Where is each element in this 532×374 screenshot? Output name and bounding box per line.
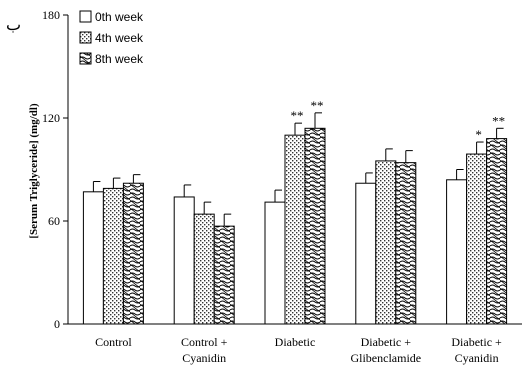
x-tick-label: Diabetic [275, 335, 316, 349]
legend-swatch [79, 52, 92, 65]
y-tick-label: 180 [42, 8, 60, 22]
legend: 0th week 4th week 8th week [79, 10, 144, 66]
bar [486, 138, 508, 325]
legend-label: 4th week [95, 31, 144, 45]
significance-marker: ** [291, 108, 304, 123]
bar [82, 191, 104, 325]
bar [122, 182, 144, 325]
legend-swatch [79, 10, 92, 23]
y-tick-label: 120 [42, 111, 60, 125]
bar [304, 127, 326, 325]
x-tick-labels: Control Control + Cyanidin Diabetic Diabetic… [95, 335, 502, 365]
significance-marker: ** [311, 98, 324, 113]
significance-marker: * [475, 127, 482, 142]
bar [284, 134, 306, 325]
legend-label: 0th week [95, 10, 144, 24]
legend-swatch [79, 31, 92, 44]
y-tick-label: 60 [48, 214, 60, 228]
x-tick-label: Diabetic + Glibenclamide [350, 335, 421, 365]
bar [173, 196, 195, 325]
bar [213, 225, 235, 325]
bars: ******* [82, 98, 508, 325]
x-tick-label: Control + Cyanidin [181, 335, 228, 365]
bar [395, 162, 417, 325]
bar [193, 213, 215, 325]
panel-label: ب [6, 17, 21, 34]
bar [264, 201, 286, 325]
significance-marker: ** [492, 113, 505, 128]
legend-label: 8th week [95, 52, 144, 66]
bar [375, 160, 397, 325]
bar [355, 182, 377, 325]
bar [446, 179, 468, 325]
x-tick-label: Control [95, 335, 132, 349]
y-tick-label: 0 [54, 317, 60, 331]
x-tick-label: Diabetic + Cyanidin [451, 335, 502, 365]
bar [466, 153, 488, 325]
y-axis-label: [Serum Triglyceride] (mg/dl) [28, 103, 40, 239]
bar [102, 187, 124, 325]
y-ticks: 0 60 120 180 [42, 8, 68, 331]
